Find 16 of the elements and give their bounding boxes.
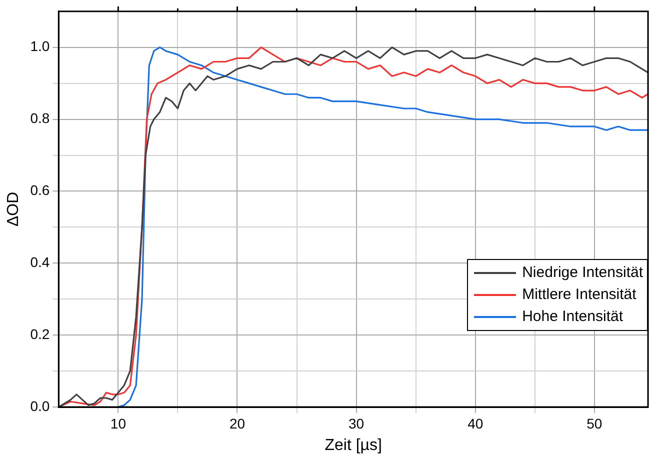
x-tick-label: 50	[586, 415, 602, 432]
y-tick-label: 0.0	[30, 398, 50, 414]
x-tick-label: 30	[348, 415, 364, 432]
y-tick-label: 0.6	[30, 182, 50, 198]
x-tick-label: 40	[468, 415, 484, 432]
legend-label: Mittlere Intensität	[522, 284, 636, 305]
y-tick-label: 1.0	[30, 38, 50, 54]
x-tick-label: 10	[110, 415, 126, 432]
x-tick-label: 20	[229, 415, 246, 432]
y-axis-title: ΔOD	[5, 192, 22, 227]
legend-label: Hohe Intensität	[522, 306, 623, 327]
x-axis-title: Zeit [µs]	[324, 436, 382, 454]
y-tick-label: 0.2	[30, 326, 50, 342]
legend-label: Niedrige Intensität	[522, 262, 643, 283]
y-tick-label: 0.8	[30, 110, 50, 126]
y-tick-label: 0.4	[30, 254, 50, 270]
